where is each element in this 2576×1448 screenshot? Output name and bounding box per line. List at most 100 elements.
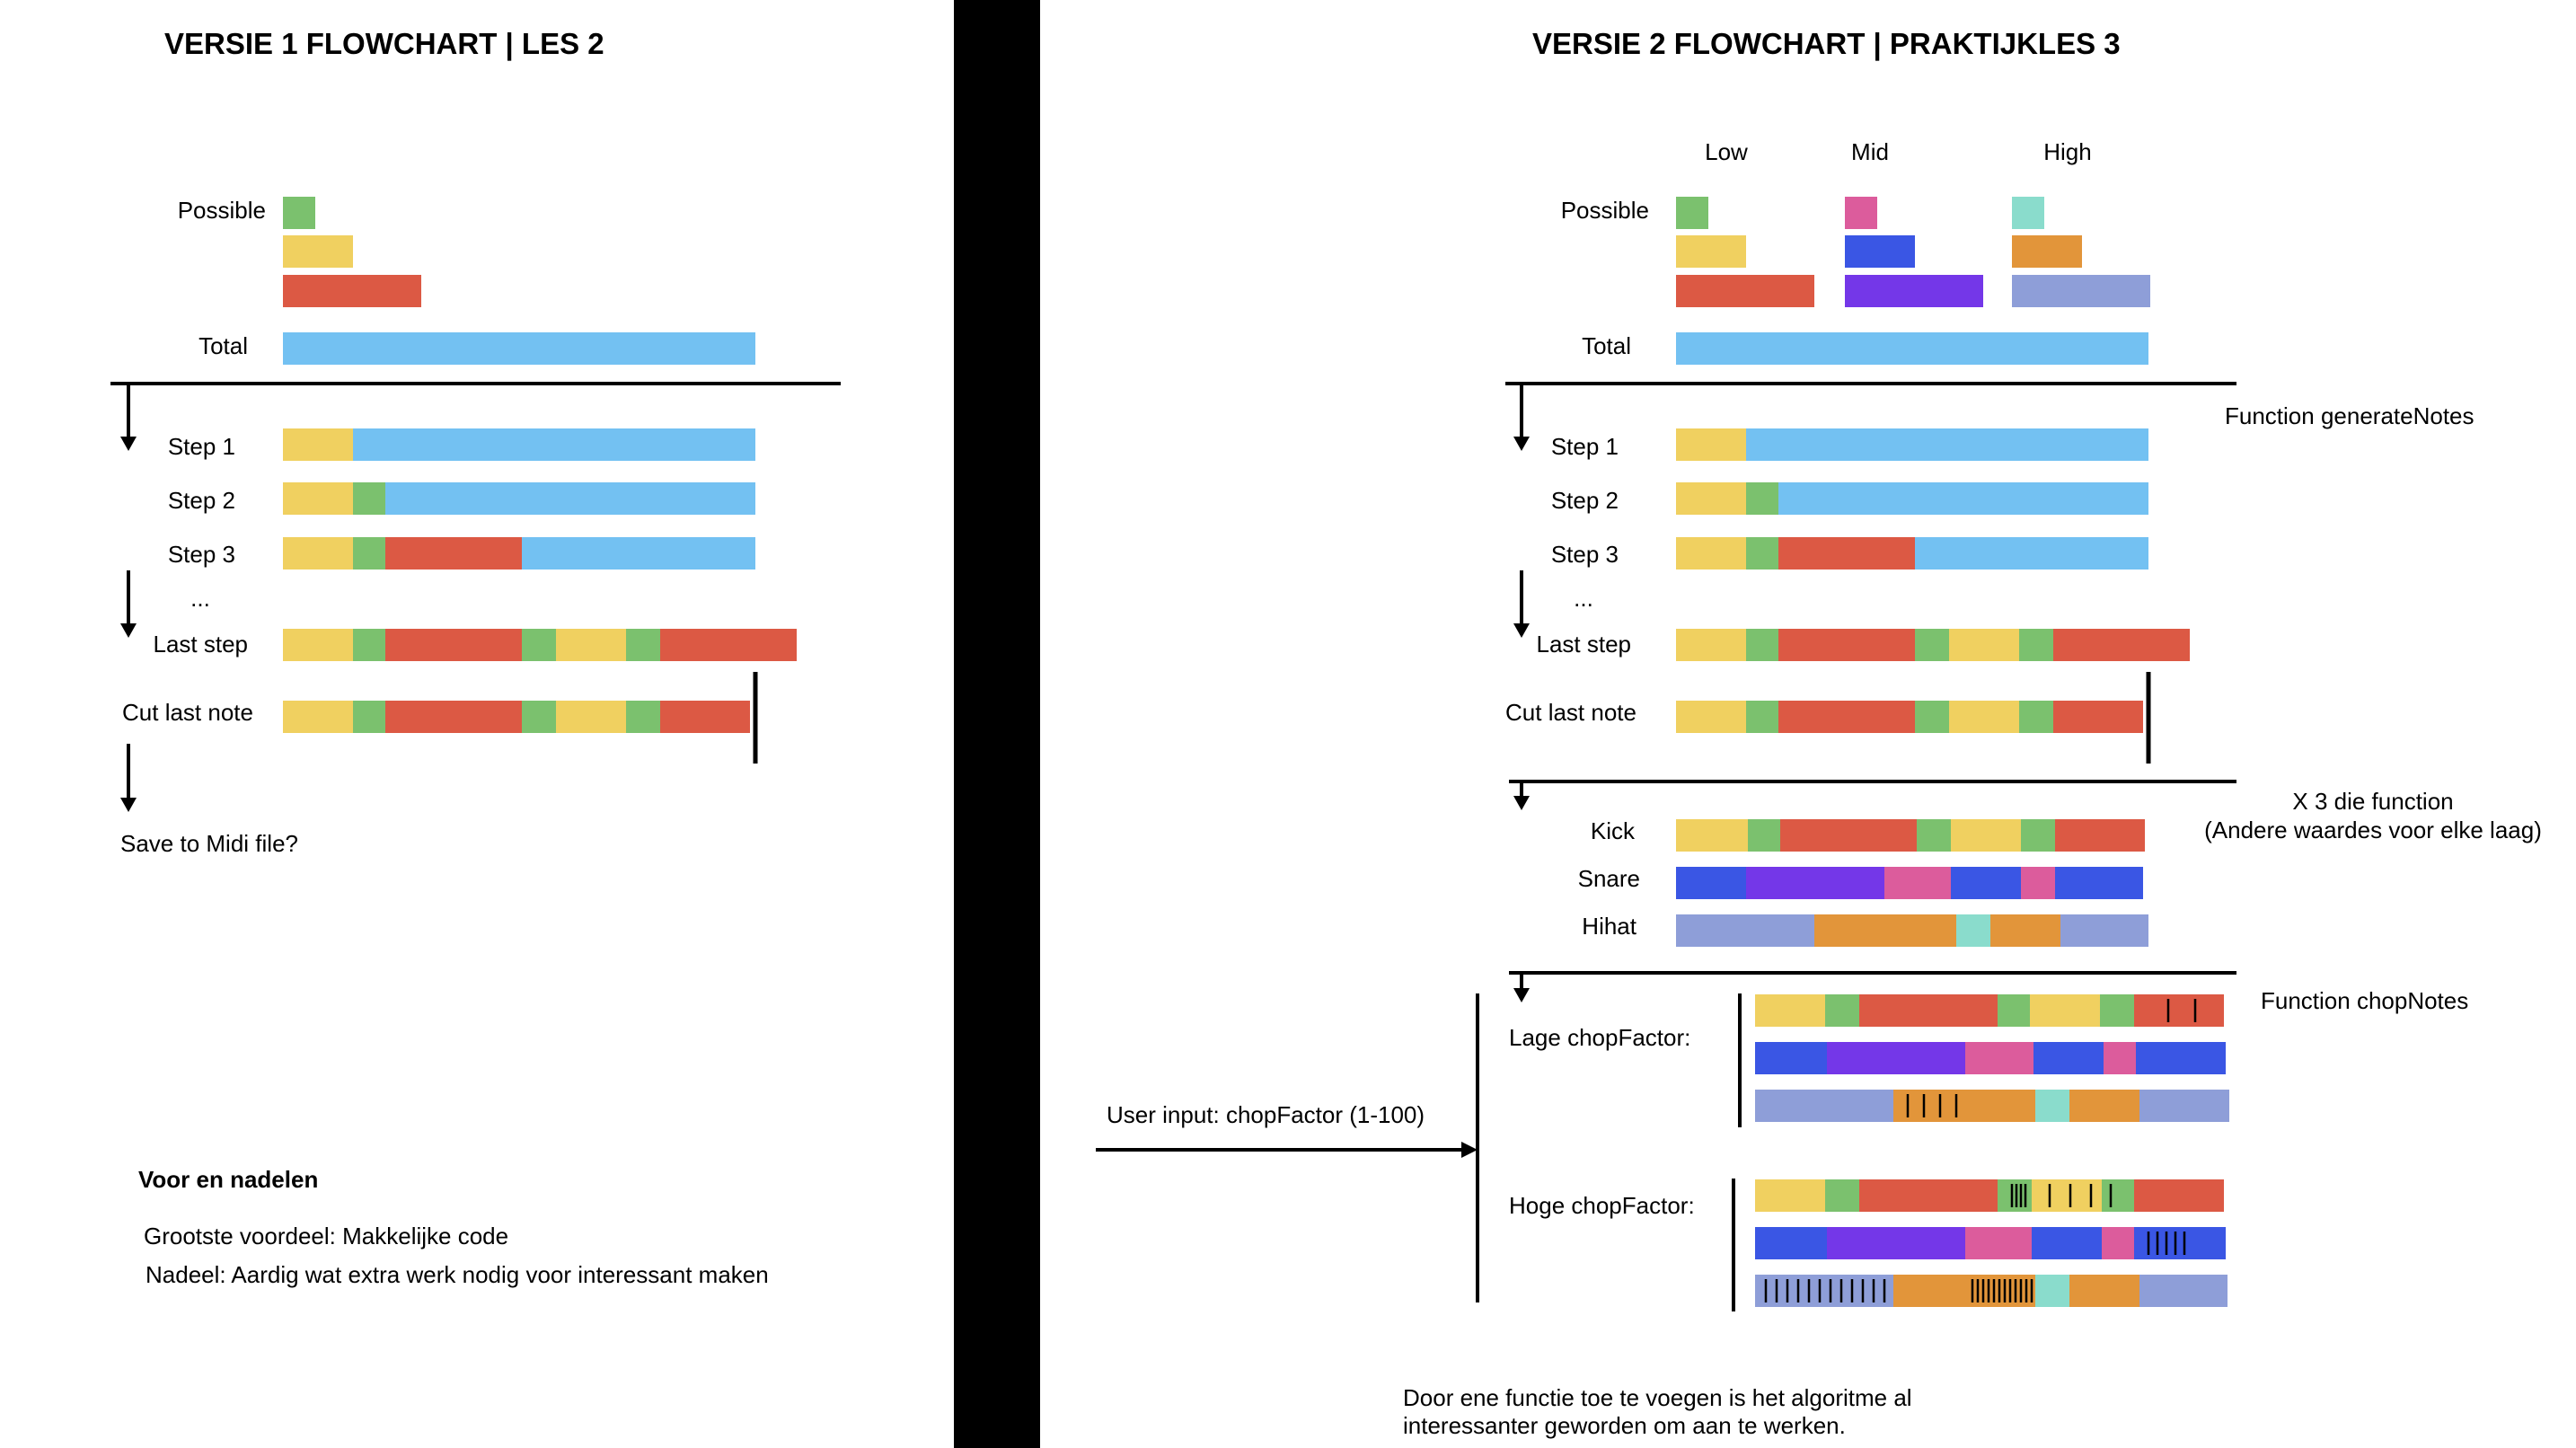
left-cut-bar-segment-6: [626, 701, 660, 733]
right-cut-bar-segment-4: [1915, 701, 1949, 733]
hihat-bar-segment-1: [1676, 914, 1814, 947]
hihat-bar-segment-5: [1990, 914, 2060, 947]
low-possible-red: [1676, 275, 1814, 307]
lage-row2-bar-segment-3: [1965, 1042, 1999, 1074]
right-cut-label: Cut last note: [1505, 699, 1636, 726]
left-last-step-bar-segment-3: [385, 629, 522, 661]
left-step1-bar-segment-1: [283, 428, 353, 461]
right-last-step-bar-segment-4: [1915, 629, 1949, 661]
kick-bar-segment-7: [2055, 819, 2145, 852]
hoge-row2-bar-segment-4: [1999, 1227, 2032, 1259]
low-possible-green: [1676, 197, 1708, 229]
left-cut-bar-segment-2: [353, 701, 385, 733]
right-cut-bar-segment-7: [2053, 701, 2143, 733]
hoge-row3-bar-segment-6: [2139, 1275, 2228, 1307]
right-last-step-bar-segment-1: [1676, 629, 1746, 661]
left-total-bar: [283, 332, 755, 365]
kick-bar-segment-2: [1748, 819, 1780, 852]
right-cut-bar-segment-2: [1746, 701, 1778, 733]
left-last-step-bar-segment-5: [556, 629, 626, 661]
left-possible-yellow: [283, 235, 353, 268]
left-possible-green: [283, 197, 315, 229]
high-possible-orange: [2012, 235, 2082, 268]
right-step2-bar-segment-2: [1746, 482, 1778, 515]
center-divider: [954, 0, 1040, 1448]
kick-bar-segment-4: [1917, 819, 1951, 852]
right-last-step-bar-segment-7: [2053, 629, 2190, 661]
lage-row3-bar-segment-3: [1965, 1090, 2035, 1122]
left-last-step-label: Last step: [153, 631, 248, 658]
right-arrow-2-head: [1513, 623, 1530, 638]
left-last-step-bar-segment-7: [660, 629, 797, 661]
function-chop-label: Function chopNotes: [2261, 987, 2469, 1014]
mid-possible-purple: [1845, 275, 1983, 307]
left-ellipsis: ...: [190, 585, 210, 612]
lage-row3-bar-segment-2: [1893, 1090, 1965, 1122]
hoge-row2-bar-segment-5: [2032, 1227, 2102, 1259]
hoge-row1-bar-segment-2: [1825, 1179, 1859, 1212]
lage-row2-bar-segment-6: [2104, 1042, 2136, 1074]
lage-row3-bar-segment-6: [2139, 1090, 2229, 1122]
right-last-step-label: Last step: [1536, 631, 1631, 658]
left-last-step-bar-segment-4: [522, 629, 556, 661]
lage-row3-bar-segment-4: [2035, 1090, 2069, 1122]
column-mid-label: Mid: [1851, 138, 1889, 165]
times-three-line1: X 3 die function: [2292, 788, 2454, 815]
left-step3-bar-segment-1: [283, 537, 353, 569]
lage-row1-bar-segment-3: [1859, 994, 1998, 1027]
column-high-label: High: [2043, 138, 2092, 165]
hihat-bar-segment-4: [1956, 914, 1990, 947]
right-last-step-bar-segment-5: [1949, 629, 2019, 661]
disadvantage-text: Nadeel: Aardig wat extra werk nodig voor…: [146, 1261, 769, 1288]
mid-possible-pink: [1845, 197, 1877, 229]
hoge-row2-bar-segment-3: [1965, 1227, 1999, 1259]
advantage-text: Grootste voordeel: Makkelijke code: [144, 1223, 509, 1249]
right-arrow-3-head: [1513, 796, 1530, 810]
right-step3-bar-segment-2: [1746, 537, 1778, 569]
kick-bar-segment-5: [1951, 819, 2021, 852]
high-possible-lavender: [2012, 275, 2150, 307]
snare-bar-segment-3: [1884, 867, 1919, 899]
layer-kick-label: Kick: [1590, 817, 1635, 844]
right-step3-bar-segment-1: [1676, 537, 1746, 569]
left-title: VERSIE 1 FLOWCHART | LES 2: [164, 27, 604, 60]
lage-row1-bar-segment-7: [2134, 994, 2224, 1027]
left-step2-label: Step 2: [167, 487, 235, 514]
right-step3-bar-segment-4: [1915, 537, 2148, 569]
left-cut-bar-segment-1: [283, 701, 353, 733]
conclusion-line2: interessanter geworden om aan te werken.: [1403, 1412, 1846, 1439]
right-cut-bar-segment-5: [1949, 701, 2019, 733]
right-ellipsis: ...: [1574, 585, 1593, 612]
lage-row1-bar-segment-5: [2030, 994, 2100, 1027]
right-step1-label: Step 1: [1550, 433, 1619, 460]
left-step2-bar-segment-2: [353, 482, 385, 515]
right-step2-bar-segment-1: [1676, 482, 1746, 515]
left-cut-bar-segment-3: [385, 701, 522, 733]
snare-bar-segment-5: [1951, 867, 2021, 899]
hoge-row3-bar-segment-2: [1893, 1275, 1965, 1307]
hoge-row1-bar-segment-3: [1859, 1179, 1998, 1212]
left-last-step-bar-segment-1: [283, 629, 353, 661]
right-title: VERSIE 2 FLOWCHART | PRAKTIJKLES 3: [1532, 27, 2121, 60]
hoge-row2-bar-segment-2: [1827, 1227, 1965, 1259]
left-last-step-bar-segment-2: [353, 629, 385, 661]
lage-row1-bar-segment-2: [1825, 994, 1859, 1027]
snare-bar-segment-1: [1676, 867, 1746, 899]
lage-row1-bar-segment-1: [1755, 994, 1825, 1027]
left-step2-bar-segment-1: [283, 482, 353, 515]
user-input-arrow-head: [1461, 1142, 1478, 1158]
left-step2-bar-segment-3: [385, 482, 755, 515]
left-cut-bar-segment-5: [556, 701, 626, 733]
snare-bar-segment-6: [2021, 867, 2055, 899]
hoge-row3-bar-segment-5: [2069, 1275, 2139, 1307]
left-cut-bar-segment-7: [660, 701, 750, 733]
right-cut-bar-segment-6: [2019, 701, 2053, 733]
kick-bar-segment-6: [2021, 819, 2055, 852]
right-arrow-1-head: [1513, 437, 1530, 451]
hoge-row1-bar-segment-7: [2134, 1179, 2224, 1212]
hoge-chop-label: Hoge chopFactor:: [1509, 1192, 1695, 1219]
left-step1-label: Step 1: [167, 433, 235, 460]
hoge-row1-bar-segment-1: [1755, 1179, 1825, 1212]
left-step1-bar-segment-2: [353, 428, 755, 461]
